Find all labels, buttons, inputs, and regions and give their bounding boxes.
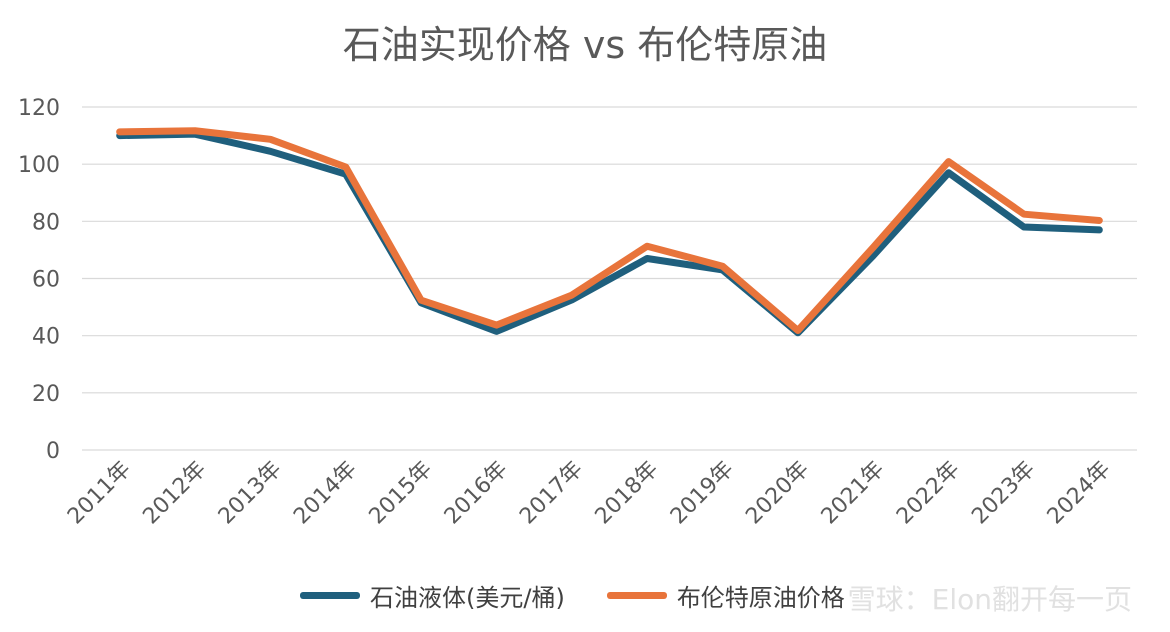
x-tick-label: 2011年 [63, 457, 136, 530]
x-tick-label: 2024年 [1043, 457, 1116, 530]
x-tick-label: 2018年 [591, 457, 664, 530]
series-line-1 [116, 130, 1103, 337]
x-tick-label: 2017年 [515, 457, 588, 530]
legend-label-series2: 布伦特原油价格 [676, 584, 845, 612]
y-tick-label: 20 [32, 382, 60, 407]
watermark: 雪球：Elon翻开每一页 [847, 583, 1132, 616]
x-tick-label: 2019年 [666, 457, 739, 530]
x-tick-label: 2014年 [289, 457, 362, 530]
y-tick-label: 80 [32, 210, 60, 235]
x-tick-label: 2013年 [214, 457, 287, 530]
x-tick-label: 2012年 [138, 457, 211, 530]
x-tick-label: 2023年 [967, 457, 1040, 530]
legend-item-series2: 布伦特原油价格 [606, 578, 845, 613]
y-tick-label: 100 [18, 153, 60, 178]
legend-swatch-series1 [300, 592, 360, 599]
y-axis-ticks: 0 20 40 60 80 100 120 [18, 96, 60, 464]
x-tick-label: 2020年 [741, 457, 814, 530]
y-tick-label: 40 [32, 325, 60, 350]
x-tick-label: 2022年 [892, 457, 965, 530]
y-tick-label: 0 [46, 439, 60, 464]
chart-title: 石油实现价格 vs 布伦特原油 [342, 23, 828, 67]
x-tick-label: 2021年 [817, 457, 890, 530]
x-axis-ticks: 2011年 2012年 2013年 2014年 2015年 2016年 2017年 2018年… [63, 457, 1115, 530]
legend-label-series1: 石油液体(美元/桶) [370, 584, 565, 612]
legend: 石油液体(美元/桶) 布伦特原油价格 [0, 578, 1170, 613]
series-lines [116, 127, 1103, 337]
x-tick-label: 2015年 [365, 457, 438, 530]
x-tick-label: 2016年 [440, 457, 513, 530]
y-tick-label: 60 [32, 268, 60, 293]
y-tick-label: 120 [18, 96, 60, 121]
legend-swatch-series2 [606, 592, 667, 599]
legend-item-series1: 石油液体(美元/桶) [300, 578, 565, 613]
series-line-2 [116, 127, 1103, 335]
gridlines [82, 106, 1137, 451]
